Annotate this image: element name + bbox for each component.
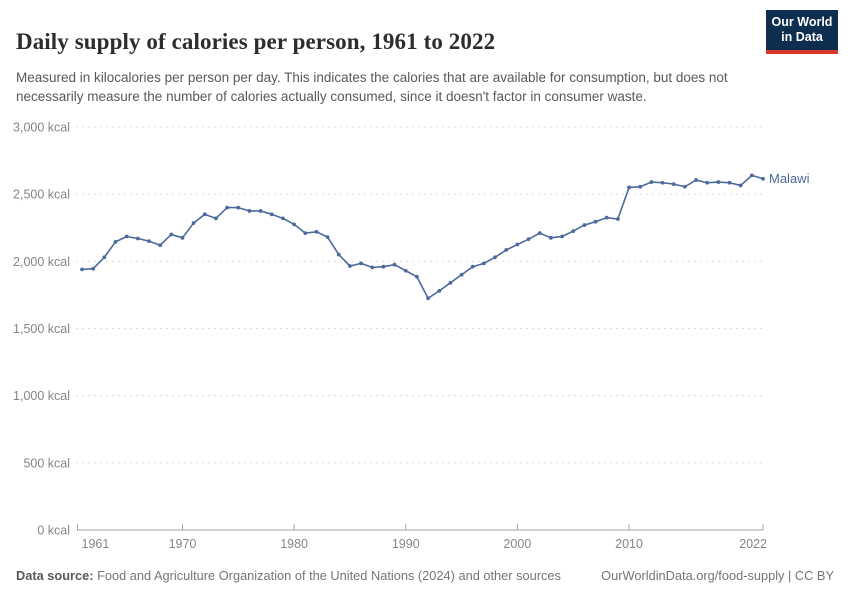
owid-logo[interactable]: Our World in Data <box>766 10 838 54</box>
data-source-label: Data source: <box>16 568 94 583</box>
data-point[interactable] <box>593 219 598 224</box>
data-point[interactable] <box>560 234 564 239</box>
data-point[interactable] <box>638 184 643 189</box>
x-tick-label: 1970 <box>169 537 197 551</box>
data-point[interactable] <box>694 178 698 182</box>
x-tick-label: 2010 <box>615 537 643 551</box>
data-point[interactable] <box>370 265 375 270</box>
chart-subtitle: Measured in kilocalories per person per … <box>16 69 728 104</box>
data-point[interactable] <box>348 264 352 268</box>
data-point[interactable] <box>615 217 620 221</box>
data-point[interactable] <box>281 216 285 221</box>
x-tick-label: 1961 <box>82 537 110 551</box>
owid-credit-link[interactable]: OurWorldinData.org/food-supply | CC BY <box>601 568 834 583</box>
data-point[interactable] <box>727 180 732 185</box>
data-point[interactable] <box>381 264 386 269</box>
page-title: Daily supply of calories per person, 196… <box>16 29 496 55</box>
data-point[interactable] <box>191 221 196 225</box>
data-point[interactable] <box>738 183 743 188</box>
data-point[interactable] <box>571 229 576 234</box>
data-point[interactable] <box>91 266 96 271</box>
data-point[interactable] <box>649 180 654 184</box>
x-tick-label: 2022 <box>739 537 767 551</box>
data-point[interactable] <box>236 205 241 210</box>
data-point[interactable] <box>437 288 442 293</box>
y-tick-label: 0 kcal <box>37 524 70 538</box>
data-point[interactable] <box>113 239 118 244</box>
data-point[interactable] <box>671 182 676 186</box>
data-point[interactable] <box>269 212 274 217</box>
data-point[interactable] <box>582 223 587 227</box>
chart-footer: Data source: Food and Agriculture Organi… <box>16 568 834 583</box>
data-point[interactable] <box>80 267 84 272</box>
data-point[interactable] <box>682 184 687 189</box>
y-tick-label: 2,500 kcal <box>13 188 70 202</box>
data-point[interactable] <box>448 280 453 285</box>
data-point[interactable] <box>202 212 207 217</box>
data-point[interactable] <box>292 222 297 227</box>
data-point[interactable] <box>214 216 218 221</box>
data-source-text: Data source: Food and Agriculture Organi… <box>16 568 561 583</box>
data-point[interactable] <box>515 242 520 247</box>
data-point[interactable] <box>180 235 185 240</box>
data-point[interactable] <box>459 272 464 277</box>
y-tick-label: 500 kcal <box>23 456 70 470</box>
data-point[interactable] <box>604 215 609 220</box>
y-tick-label: 2,000 kcal <box>13 255 70 269</box>
data-point[interactable] <box>258 209 263 213</box>
data-point[interactable] <box>716 180 721 184</box>
data-point[interactable] <box>336 252 341 257</box>
data-point[interactable] <box>158 243 163 248</box>
data-point[interactable] <box>169 232 174 237</box>
x-tick-label: 1980 <box>280 537 308 551</box>
x-tick-label: 2000 <box>503 537 531 551</box>
data-point[interactable] <box>225 205 230 210</box>
data-point[interactable] <box>314 229 319 234</box>
data-point[interactable] <box>303 231 308 236</box>
x-tick-label: 1990 <box>392 537 420 551</box>
data-point[interactable] <box>392 262 397 267</box>
line-malawi[interactable] <box>81 174 764 300</box>
data-point[interactable] <box>493 255 497 260</box>
data-point[interactable] <box>749 173 754 178</box>
data-point[interactable] <box>124 234 129 239</box>
data-point[interactable] <box>403 268 408 273</box>
data-point[interactable] <box>761 176 765 181</box>
data-point[interactable] <box>526 237 531 242</box>
data-point[interactable] <box>504 248 509 252</box>
data-point[interactable] <box>247 209 252 213</box>
y-tick-label: 3,000 kcal <box>13 121 70 135</box>
data-point[interactable] <box>548 235 553 240</box>
data-point[interactable] <box>627 185 631 190</box>
data-point[interactable] <box>102 255 107 260</box>
y-tick-label: 1,500 kcal <box>13 322 70 336</box>
data-point[interactable] <box>470 264 475 269</box>
y-tick-label: 1,000 kcal <box>13 389 70 403</box>
data-point[interactable] <box>482 261 486 266</box>
data-point[interactable] <box>135 236 140 241</box>
data-point[interactable] <box>705 180 710 185</box>
data-point[interactable] <box>325 235 330 240</box>
data-point[interactable] <box>537 231 542 236</box>
owid-logo-line1: Our World <box>771 15 833 29</box>
data-point[interactable] <box>426 296 430 301</box>
owid-logo-line2: in Data <box>781 30 823 44</box>
data-point[interactable] <box>147 239 151 244</box>
series-label-malawi[interactable]: Malawi <box>769 171 810 186</box>
data-point[interactable] <box>415 274 419 279</box>
data-point[interactable] <box>359 261 363 266</box>
data-point[interactable] <box>660 180 665 185</box>
